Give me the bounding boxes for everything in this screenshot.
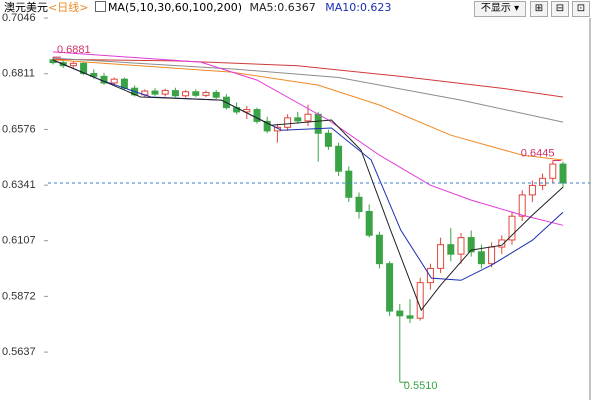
- icon-button[interactable]: ⊞: [530, 1, 548, 17]
- candle-body: [498, 239, 506, 248]
- button-label: 不显示: [480, 3, 511, 14]
- y-tick-label: 0.6107: [2, 235, 36, 247]
- candle-body: [212, 91, 220, 98]
- candle-body: [518, 194, 526, 217]
- candle-body: [182, 91, 190, 97]
- candle-body: [171, 90, 179, 97]
- candle-body: [90, 73, 98, 77]
- candle-body: [294, 117, 302, 122]
- candle-body: [202, 91, 210, 96]
- header: 澳元美元<日线> MA(5,10,30,60,100,200) MA5:0.63…: [0, 0, 600, 18]
- candle-body: [335, 145, 343, 172]
- candle-body: [243, 109, 251, 113]
- y-tick-label: 0.6576: [2, 123, 36, 135]
- candle-body: [110, 78, 118, 84]
- candle-body: [192, 91, 200, 96]
- toggle-button[interactable]: 不显示 ▾: [474, 1, 526, 17]
- candle-body: [263, 120, 271, 132]
- candle-body: [365, 210, 373, 236]
- candle-body: [386, 263, 394, 312]
- y-tick-label: 0.7046: [2, 12, 36, 24]
- ma-line: [52, 58, 564, 98]
- legend-item: MA10:0.623: [325, 1, 392, 14]
- candle-body: [375, 234, 383, 265]
- candle-body: [396, 310, 404, 317]
- ma-line: [52, 57, 564, 123]
- annotation-label: 0.6445: [521, 147, 555, 159]
- candle-body: [416, 282, 424, 319]
- period[interactable]: <日线>: [48, 1, 89, 14]
- candle-body: [426, 267, 434, 284]
- y-tick-label: 0.6811: [2, 68, 35, 80]
- y-tick-label: 0.5637: [2, 346, 36, 358]
- legend-item: MA5:0.6367: [249, 1, 316, 14]
- candle-body: [539, 177, 547, 186]
- candle-body: [528, 184, 536, 196]
- chart-title: 澳元美元: [4, 1, 48, 14]
- candle-body: [488, 246, 496, 265]
- y-tick-label: 0.6341: [2, 179, 36, 191]
- y-tick-label: 0.5872: [2, 290, 36, 302]
- candle-body: [355, 196, 363, 212]
- indicator-icon[interactable]: [94, 1, 106, 12]
- candle-body: [457, 237, 465, 255]
- candle-body: [80, 62, 88, 75]
- candle-body: [253, 109, 261, 122]
- candle-body: [151, 90, 159, 95]
- ma-line: [52, 59, 564, 312]
- candle-body: [324, 132, 332, 147]
- candle-body: [314, 113, 322, 134]
- candle-body: [437, 244, 445, 269]
- candle-body: [284, 117, 292, 128]
- candle-body: [559, 163, 567, 184]
- candle-body: [69, 62, 77, 67]
- candle-body: [406, 315, 414, 319]
- candle-body: [161, 90, 169, 95]
- annotation-label: 0.5510: [404, 380, 438, 392]
- annotation-label: 0.6881: [57, 44, 91, 56]
- candle-body: [477, 251, 485, 265]
- candle-body: [345, 170, 353, 198]
- candle-body: [467, 237, 475, 253]
- icon-button[interactable]: ⊟: [551, 1, 569, 17]
- candle-body: [508, 215, 516, 241]
- candle-body: [549, 163, 557, 179]
- icon-button[interactable]: ⊡: [572, 1, 590, 17]
- candle-body: [304, 113, 312, 122]
- indicator: MA(5,10,30,60,100,200): [107, 1, 242, 14]
- ma-line: [52, 51, 564, 226]
- candle-body: [447, 244, 455, 255]
